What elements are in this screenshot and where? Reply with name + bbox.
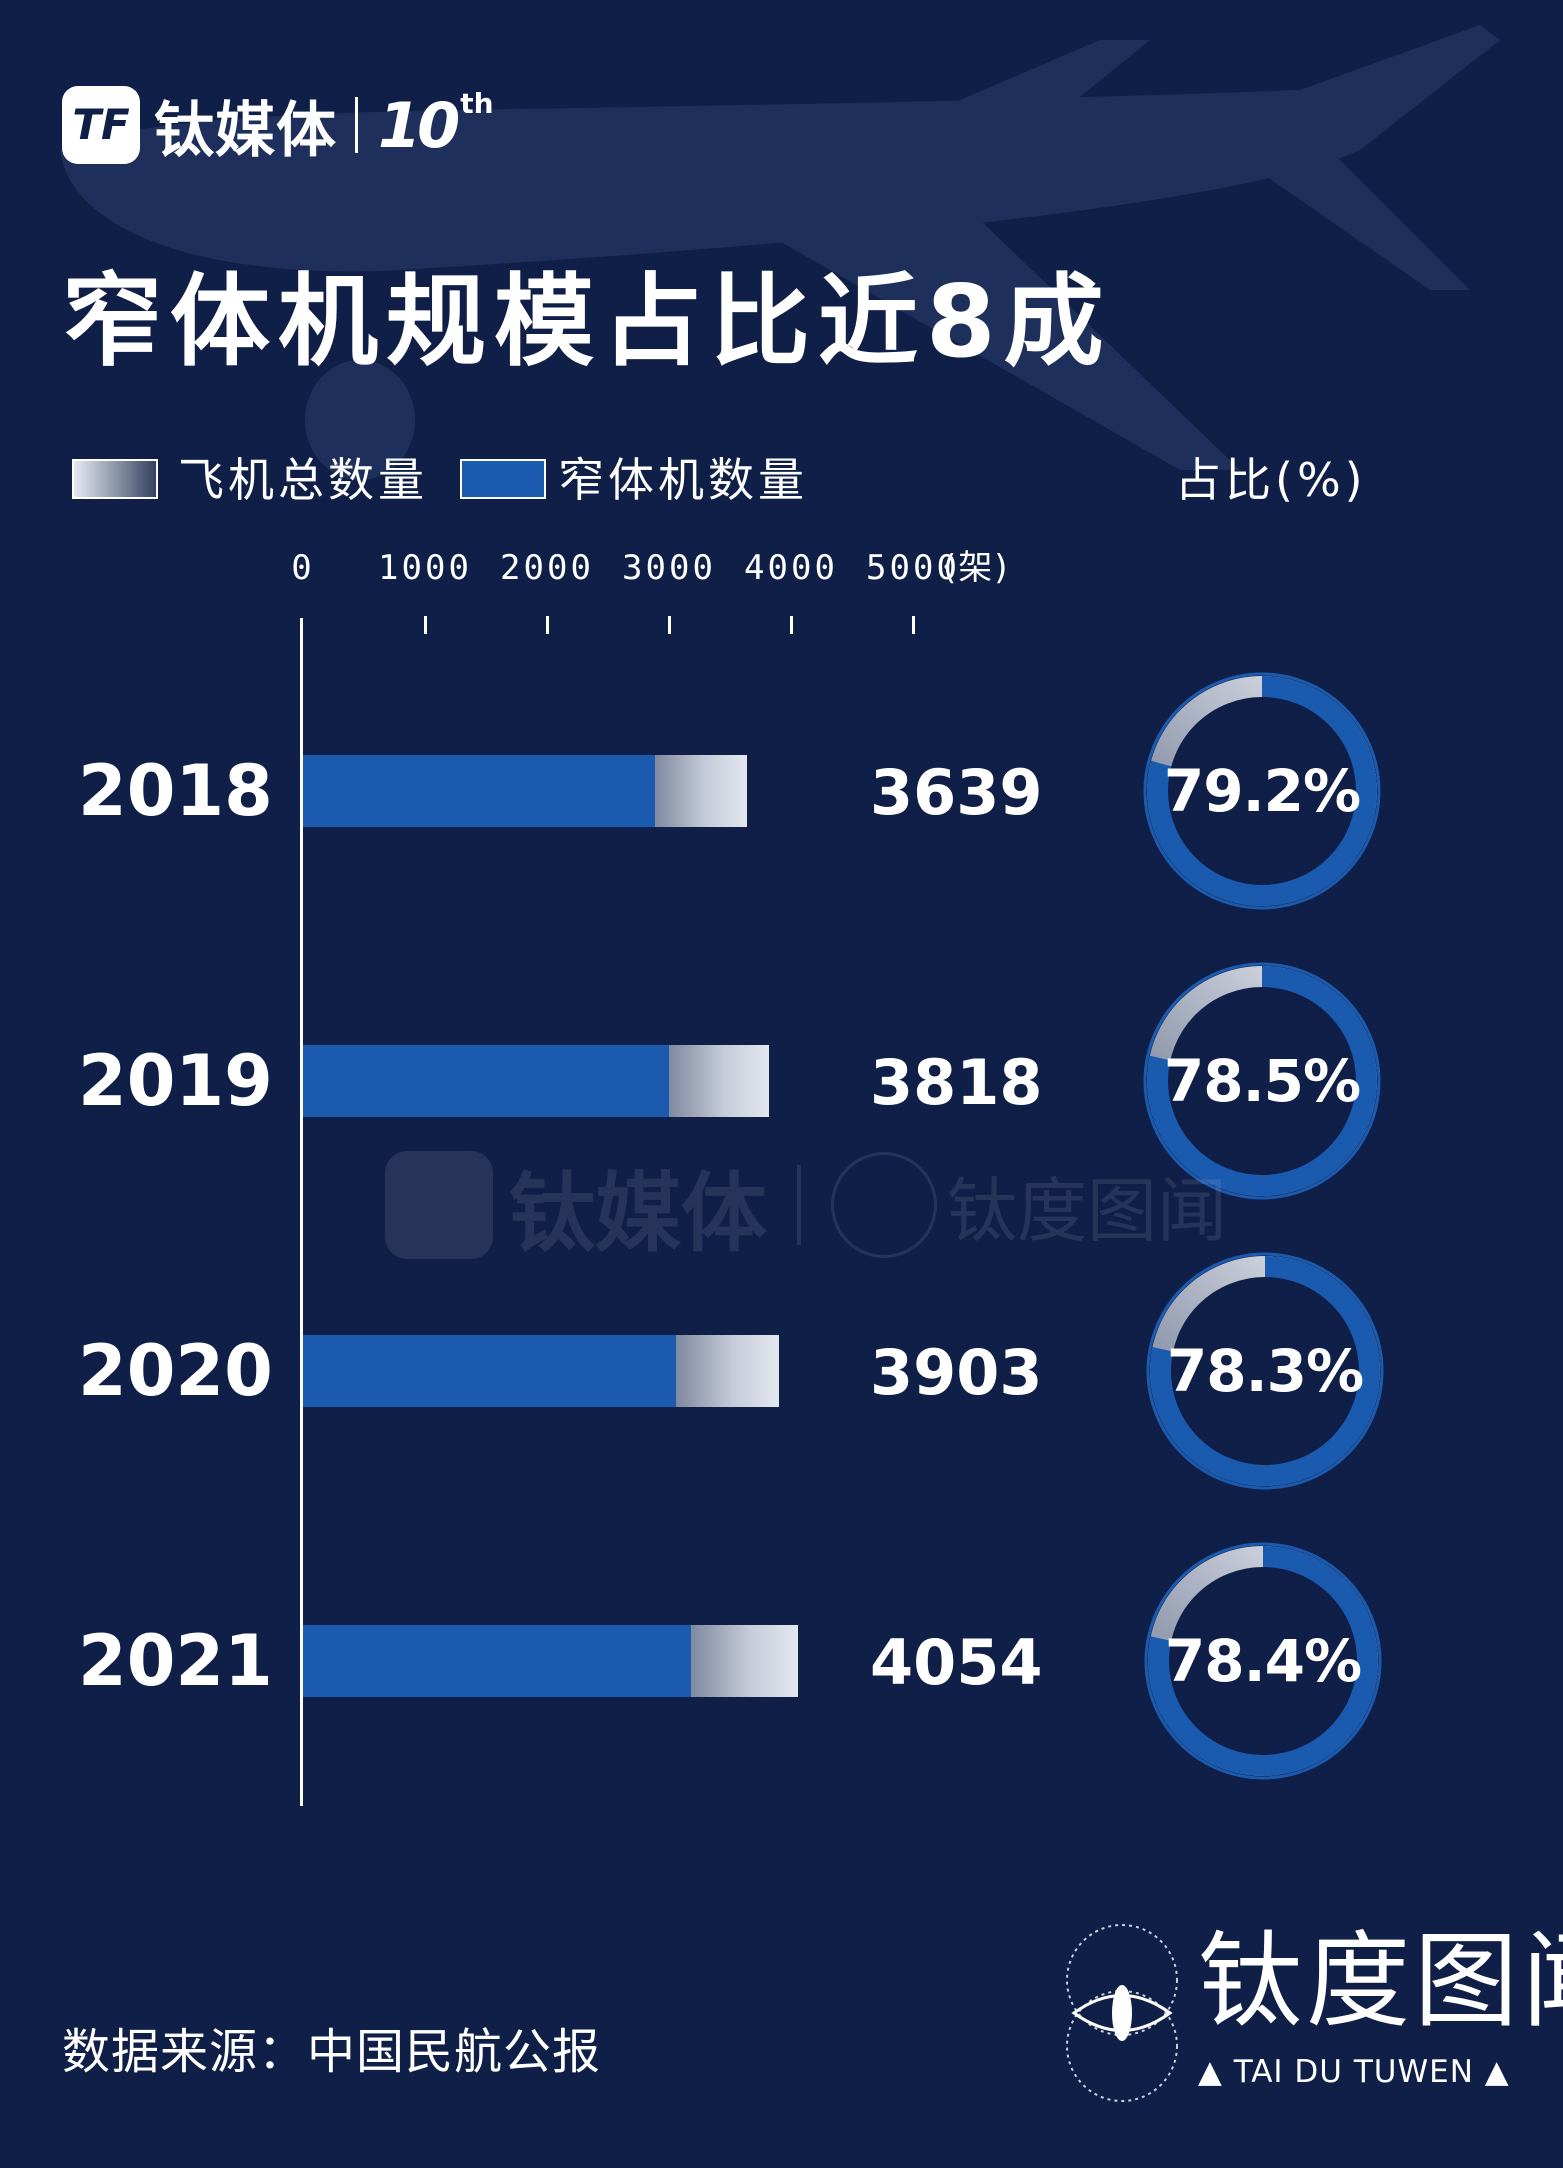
y-axis-line — [300, 618, 303, 1806]
data-source: 数据来源：中国民航公报 — [62, 2024, 602, 2080]
bar-narrow-body — [303, 1045, 669, 1117]
legend-narrow-swatch — [460, 459, 546, 499]
donut-inner-edge — [1171, 1277, 1359, 1465]
airplane-background — [60, 25, 1500, 480]
logo-mark-text: TF — [72, 100, 130, 149]
percent-donut: 78.5% — [1142, 961, 1382, 1201]
bar-total-remainder — [654, 755, 747, 827]
x-tick-label: 3000 — [622, 548, 716, 588]
year-label: 2021 — [78, 1620, 273, 1702]
percent-label: 78.5% — [1163, 1047, 1361, 1115]
bar-total-remainder — [668, 1045, 769, 1117]
watermark-eye-icon — [831, 1152, 937, 1258]
total-value-label: 3818 — [870, 1046, 1043, 1119]
donut-narrow-arc — [1147, 676, 1377, 906]
donut-svg — [1143, 962, 1381, 1200]
watermark-divider — [797, 1165, 801, 1245]
donut-outline — [1143, 962, 1381, 1200]
anniversary-suffix: th — [460, 86, 494, 120]
watermark: 钛媒体 钛度图闻 — [385, 1150, 1227, 1264]
watermark-brand-a: 钛媒体 — [509, 1163, 767, 1264]
donut-outline — [1144, 1542, 1382, 1780]
x-tick-label: 2000 — [500, 548, 594, 588]
brand-name: 钛度图闻 — [1198, 1920, 1563, 2042]
donut-outline — [1146, 1252, 1384, 1490]
donut-outline — [1143, 672, 1381, 910]
anniversary-number: 10 — [378, 88, 460, 162]
x-tick-mark — [790, 616, 793, 634]
legend-total-swatch — [72, 459, 158, 499]
x-tick-label: 5000 — [866, 548, 960, 588]
year-label: 2018 — [78, 750, 273, 832]
year-label: 2020 — [78, 1330, 273, 1412]
bar-total-remainder — [675, 1335, 780, 1407]
bar-narrow-body — [303, 1625, 691, 1697]
brand-subtitle: ▲ TAI DU TUWEN ▲ — [1198, 2054, 1510, 2090]
header-logo: TF 钛媒体 10 th — [62, 86, 494, 166]
percent-donut: 79.2% — [1142, 671, 1382, 911]
donut-svg — [1146, 1252, 1384, 1490]
brand-logo: 钛度图闻 ▲ TAI DU TUWEN ▲ — [1060, 1918, 1563, 2108]
watermark-logo-icon — [385, 1151, 493, 1259]
taimeiti-logo-icon: TF — [62, 86, 140, 164]
page-title: 窄体机规模占比近8成 — [62, 263, 1112, 380]
bar-group — [303, 755, 747, 827]
percent-donut: 78.4% — [1143, 1541, 1383, 1781]
legend-total-label: 飞机总数量 — [178, 453, 428, 507]
x-tick-mark — [912, 616, 915, 634]
x-axis-unit: (架) — [943, 548, 1010, 588]
bar-narrow-body — [303, 1335, 676, 1407]
legend: 飞机总数量 窄体机数量 占比(%) — [0, 455, 1563, 505]
x-tick-label: 0 — [291, 548, 315, 588]
donut-narrow-arc — [1148, 1546, 1378, 1776]
x-tick-mark — [668, 616, 671, 634]
donut-narrow-arc — [1147, 966, 1377, 1196]
x-tick-label: 1000 — [378, 548, 472, 588]
watermark-brand-b: 钛度图闻 — [947, 1169, 1227, 1252]
x-tick-label: 4000 — [744, 548, 838, 588]
percent-donut: 78.3% — [1145, 1251, 1385, 1491]
total-value-label: 4054 — [870, 1626, 1043, 1699]
brand-eye-icon — [1066, 1924, 1178, 2102]
year-label: 2019 — [78, 1040, 273, 1122]
donut-inner-edge — [1169, 1567, 1357, 1755]
legend-percent-label: 占比(%) — [1175, 453, 1367, 507]
percent-label: 79.2% — [1163, 757, 1361, 825]
total-value-label: 3903 — [870, 1336, 1043, 1409]
donut-svg — [1144, 1542, 1382, 1780]
bar-group — [303, 1625, 798, 1697]
bar-total-remainder — [690, 1625, 798, 1697]
donut-narrow-arc — [1150, 1256, 1380, 1486]
legend-narrow-label: 窄体机数量 — [558, 453, 808, 507]
donut-svg — [1143, 672, 1381, 910]
bar-group — [303, 1045, 769, 1117]
percent-label: 78.3% — [1166, 1337, 1364, 1405]
x-tick-mark — [546, 616, 549, 634]
bar-narrow-body — [303, 755, 655, 827]
bar-group — [303, 1335, 780, 1407]
total-value-label: 3639 — [870, 756, 1043, 829]
x-tick-mark — [424, 616, 427, 634]
donut-inner-edge — [1168, 697, 1356, 885]
percent-label: 78.4% — [1164, 1627, 1362, 1695]
donut-inner-edge — [1168, 987, 1356, 1175]
logo-divider — [355, 97, 358, 153]
logo-text: 钛媒体 — [154, 95, 337, 166]
